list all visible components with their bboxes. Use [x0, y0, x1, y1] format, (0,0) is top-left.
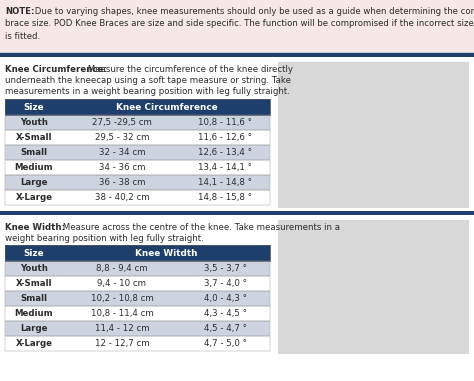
- Text: 3,5 - 3,7 °: 3,5 - 3,7 °: [204, 264, 247, 273]
- Text: 14,1 - 14,8 °: 14,1 - 14,8 °: [199, 178, 253, 187]
- Text: 29,5 - 32 cm: 29,5 - 32 cm: [95, 133, 149, 142]
- Bar: [5, 321, 270, 336]
- Bar: [0, 53, 474, 57]
- Text: 38 - 40,2 cm: 38 - 40,2 cm: [95, 193, 149, 202]
- Text: 32 - 34 cm: 32 - 34 cm: [99, 148, 145, 157]
- Text: Small: Small: [20, 148, 47, 157]
- Bar: [5, 291, 270, 306]
- Text: weight bearing position with leg fully straight.: weight bearing position with leg fully s…: [5, 234, 204, 243]
- Text: Measure the circumference of the knee directly: Measure the circumference of the knee di…: [85, 65, 293, 74]
- Text: is fitted.: is fitted.: [5, 32, 40, 41]
- Text: Knee Circumference:: Knee Circumference:: [5, 65, 107, 74]
- Text: 10,2 - 10,8 cm: 10,2 - 10,8 cm: [91, 294, 154, 303]
- Bar: [5, 276, 270, 291]
- Text: Large: Large: [20, 324, 48, 333]
- Text: Knee Witdth: Knee Witdth: [135, 248, 198, 258]
- Text: Large: Large: [20, 178, 48, 187]
- Text: 4,0 - 4,3 °: 4,0 - 4,3 °: [204, 294, 247, 303]
- Text: Medium: Medium: [15, 309, 53, 318]
- Text: Due to varying shapes, knee measurements should only be used as a guide when det: Due to varying shapes, knee measurements…: [32, 7, 474, 16]
- Text: 4,5 - 4,7 °: 4,5 - 4,7 °: [204, 324, 247, 333]
- Text: Medium: Medium: [15, 163, 53, 172]
- Bar: [0, 211, 474, 215]
- Text: 11,6 - 12,6 °: 11,6 - 12,6 °: [199, 133, 253, 142]
- Text: 36 - 38 cm: 36 - 38 cm: [99, 178, 145, 187]
- Bar: [5, 291, 270, 306]
- Bar: [5, 306, 270, 321]
- Text: brace size. POD Knee Braces are size and side specific. The function will be com: brace size. POD Knee Braces are size and…: [5, 19, 474, 29]
- Bar: [5, 336, 270, 351]
- Bar: [5, 115, 270, 130]
- Bar: [5, 99, 270, 115]
- Bar: [5, 261, 270, 276]
- Text: 10,8 - 11,4 cm: 10,8 - 11,4 cm: [91, 309, 154, 318]
- Bar: [5, 190, 270, 205]
- Text: 14,8 - 15,8 °: 14,8 - 15,8 °: [199, 193, 253, 202]
- Text: Size: Size: [24, 248, 44, 258]
- Bar: [278, 62, 469, 208]
- Bar: [5, 175, 270, 190]
- Bar: [5, 145, 270, 160]
- Text: Measure across the centre of the knee. Take measurements in a: Measure across the centre of the knee. T…: [60, 223, 340, 232]
- Text: 12 - 12,7 cm: 12 - 12,7 cm: [95, 339, 149, 348]
- Text: 13,4 - 14,1 °: 13,4 - 14,1 °: [199, 163, 253, 172]
- Bar: [5, 321, 270, 336]
- Bar: [5, 145, 270, 160]
- Bar: [5, 190, 270, 205]
- Text: 27,5 -29,5 cm: 27,5 -29,5 cm: [92, 118, 152, 127]
- Text: X-Small: X-Small: [16, 133, 52, 142]
- Text: NOTE:: NOTE:: [5, 7, 35, 16]
- Text: measurements in a weight bearing position with leg fully straight.: measurements in a weight bearing positio…: [5, 87, 290, 96]
- Bar: [5, 160, 270, 175]
- Text: Size: Size: [24, 102, 44, 112]
- Text: 3,7 - 4,0 °: 3,7 - 4,0 °: [204, 279, 247, 288]
- Text: 4,7 - 5,0 °: 4,7 - 5,0 °: [204, 339, 247, 348]
- Bar: [5, 175, 270, 190]
- Bar: [5, 130, 270, 145]
- Bar: [278, 220, 469, 354]
- Bar: [5, 306, 270, 321]
- Text: 34 - 36 cm: 34 - 36 cm: [99, 163, 145, 172]
- Bar: [5, 261, 270, 276]
- Text: X-Large: X-Large: [16, 339, 53, 348]
- Text: Youth: Youth: [20, 118, 48, 127]
- Text: 4,3 - 4,5 °: 4,3 - 4,5 °: [204, 309, 247, 318]
- Text: 8,8 - 9,4 cm: 8,8 - 9,4 cm: [96, 264, 148, 273]
- Text: 12,6 - 13,4 °: 12,6 - 13,4 °: [199, 148, 253, 157]
- Bar: [5, 160, 270, 175]
- Text: Knee Circumference: Knee Circumference: [116, 102, 217, 112]
- Bar: [5, 99, 270, 115]
- Text: Small: Small: [20, 294, 47, 303]
- Bar: [5, 276, 270, 291]
- Bar: [0, 51, 474, 53]
- Text: X-Small: X-Small: [16, 279, 52, 288]
- Bar: [5, 115, 270, 130]
- Text: 10,8 - 11,6 °: 10,8 - 11,6 °: [199, 118, 253, 127]
- Bar: [5, 245, 270, 261]
- Text: Youth: Youth: [20, 264, 48, 273]
- Text: 11,4 - 12 cm: 11,4 - 12 cm: [95, 324, 149, 333]
- Bar: [0, 0, 474, 52]
- Text: underneath the kneecap using a soft tape measure or string. Take: underneath the kneecap using a soft tape…: [5, 76, 291, 85]
- Text: Knee Width:: Knee Width:: [5, 223, 65, 232]
- Bar: [5, 130, 270, 145]
- Bar: [5, 336, 270, 351]
- Text: X-Large: X-Large: [16, 193, 53, 202]
- Text: 9,4 - 10 cm: 9,4 - 10 cm: [98, 279, 146, 288]
- Bar: [5, 245, 270, 261]
